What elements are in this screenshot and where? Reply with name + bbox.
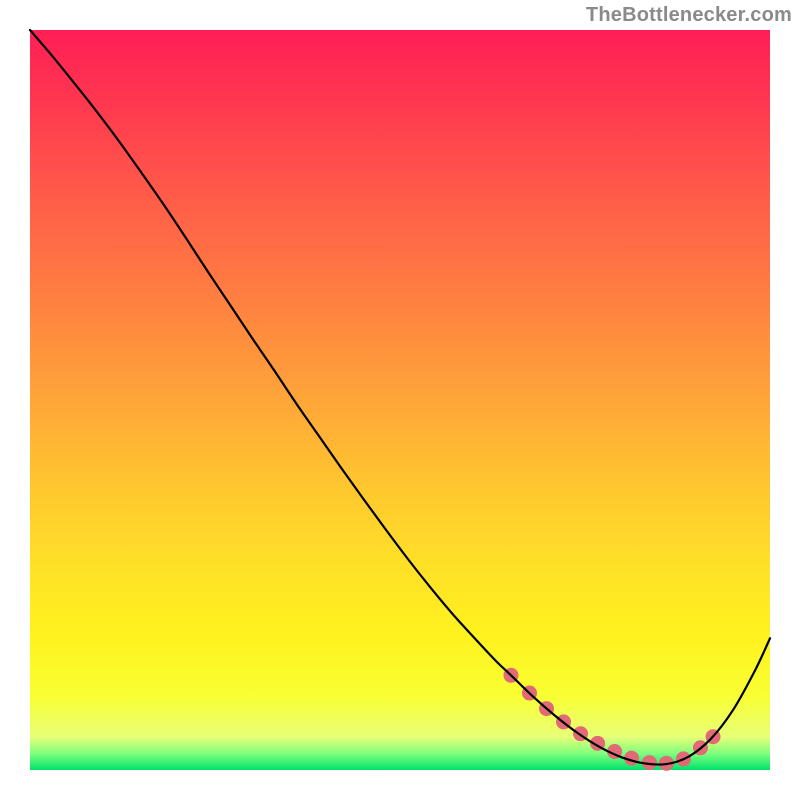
watermark-text: TheBottlenecker.com xyxy=(586,4,792,27)
bottleneck-chart-container: TheBottlenecker.com xyxy=(0,0,800,800)
chart-background xyxy=(30,30,770,770)
bottleneck-chart xyxy=(0,0,800,800)
